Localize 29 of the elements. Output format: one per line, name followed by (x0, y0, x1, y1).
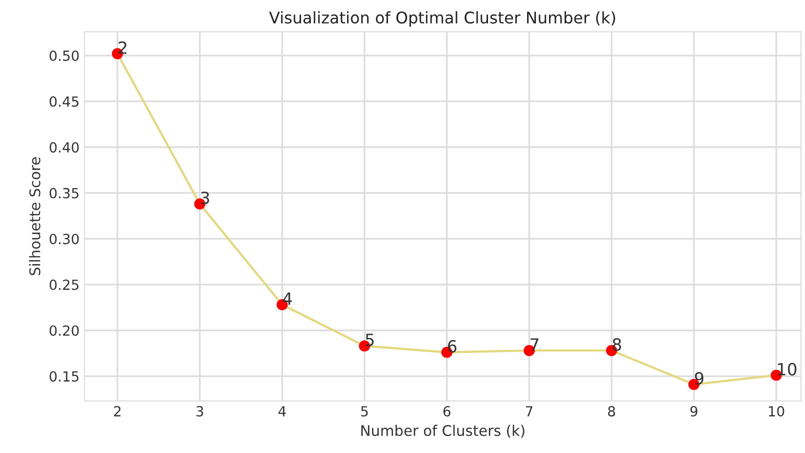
x-tick-label: 3 (196, 406, 204, 417)
annotation: 9 (694, 372, 704, 385)
annotation: 7 (530, 338, 538, 351)
y-tick-label: 0.35 (50, 188, 78, 198)
y-tick-label: 0.25 (50, 280, 78, 290)
chart-title: Visualization of Optimal Cluster Number (k) (269, 11, 616, 27)
y-tick-label: 0.50 (50, 50, 79, 62)
y-tick-label: 0.40 (50, 142, 79, 153)
x-axis-title: Number of Clusters (k) (361, 424, 524, 438)
y-tick-label: 0.30 (50, 234, 79, 244)
annotation: 5 (366, 334, 374, 346)
y-tick-label: 0.20 (50, 325, 79, 336)
x-tick-label: 8 (608, 406, 616, 417)
y-tick-label: 0.45 (50, 96, 78, 107)
x-tick-label: 5 (361, 406, 368, 417)
annotation: 4 (282, 292, 292, 305)
x-tick-label: 10 (768, 406, 784, 417)
x-tick-label: 2 (114, 406, 120, 416)
x-tick-label: 9 (690, 406, 698, 417)
annotation: 10 (778, 362, 796, 376)
x-tick-label: 7 (526, 406, 532, 416)
annotation: 6 (448, 340, 456, 353)
y-tick-label: 0.15 (50, 371, 78, 382)
annotation: 2 (118, 41, 126, 54)
annotation: 3 (201, 192, 210, 204)
y-axis-title: Silhouette Score (29, 157, 40, 276)
x-tick-label: 4 (278, 406, 286, 416)
annotation: 8 (612, 338, 622, 351)
x-tick-label: 6 (443, 406, 450, 417)
